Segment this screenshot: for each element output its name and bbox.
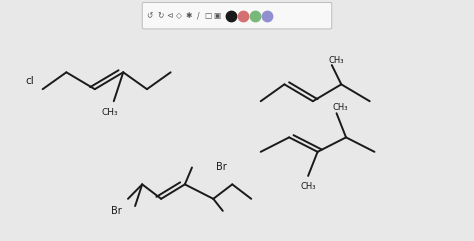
Text: Br: Br	[111, 206, 122, 216]
Text: Br: Br	[216, 162, 227, 173]
Text: /: /	[197, 11, 200, 20]
Text: ↻: ↻	[157, 11, 164, 20]
Text: ⊲: ⊲	[166, 11, 173, 20]
Text: cl: cl	[26, 76, 35, 86]
Text: □: □	[204, 11, 211, 20]
Text: CH₃: CH₃	[301, 182, 317, 191]
Text: ◇: ◇	[176, 11, 182, 20]
Text: ↺: ↺	[146, 11, 153, 20]
Text: CH₃: CH₃	[333, 103, 348, 112]
Text: CH₃: CH₃	[102, 107, 118, 117]
Text: ▣: ▣	[213, 11, 221, 20]
FancyBboxPatch shape	[142, 2, 332, 29]
Text: CH₃: CH₃	[328, 56, 344, 65]
Text: ✱: ✱	[185, 11, 192, 20]
